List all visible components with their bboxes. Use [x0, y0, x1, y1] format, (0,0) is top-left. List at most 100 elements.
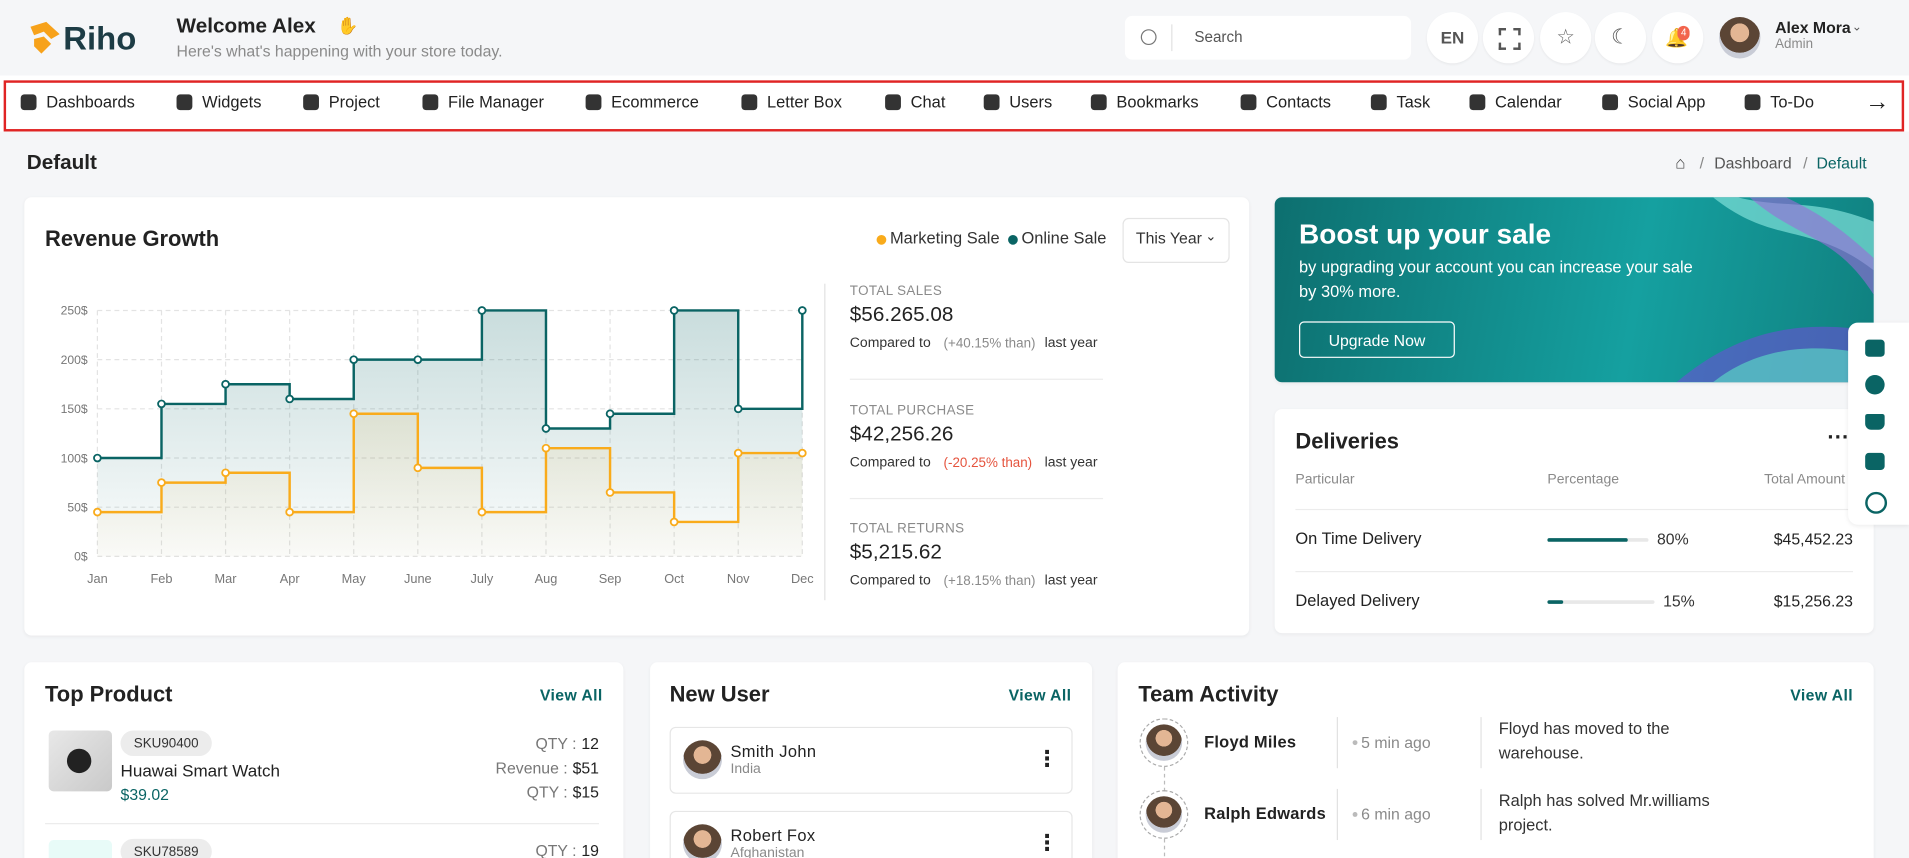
nav-label[interactable]: Social App: [1627, 93, 1706, 112]
user-name[interactable]: Alex Mora: [1775, 18, 1851, 37]
data-point: [349, 409, 359, 419]
language[interactable]: EN: [1440, 27, 1465, 47]
period-caret: ⌄: [1205, 229, 1217, 244]
period-select[interactable]: [1122, 217, 1230, 263]
nav-item[interactable]: To-Do: [1744, 93, 1815, 112]
user-avatar[interactable]: [1719, 17, 1761, 59]
nav-label[interactable]: Calendar: [1495, 93, 1562, 112]
period-label[interactable]: This Year: [1135, 229, 1202, 248]
y-tick-label: 150$: [61, 402, 88, 416]
search-placeholder[interactable]: Search: [1194, 28, 1243, 46]
x-tick-label: Apr: [280, 571, 301, 586]
member-avatar: [1145, 796, 1183, 833]
tool-settings[interactable]: [1865, 374, 1885, 395]
user-menu[interactable]: ⋮: [1036, 746, 1058, 771]
avatar-ring: [1139, 790, 1189, 839]
logo-icon: [30, 21, 60, 54]
x-tick-label: July: [471, 571, 494, 586]
nav-label[interactable]: Bookmarks: [1116, 93, 1199, 112]
view-all-link[interactable]: View All: [1008, 685, 1072, 704]
watch-face: [66, 748, 92, 774]
view-all-link[interactable]: View All: [539, 685, 603, 704]
activity-text: Ralph has solved Mr.williams project.: [1498, 791, 1710, 834]
brand[interactable]: Riho: [63, 20, 137, 57]
revenue-chart: 0$ 50$ 100$ 150$ 200$ 250$ Jan Feb Mar Apr May June…: [61, 304, 815, 586]
stat-label: QTY :: [535, 734, 577, 753]
tool-paint[interactable]: [1865, 339, 1885, 357]
new-user-card: New User View All Smith John India ⋮ Robert…: [650, 662, 1093, 858]
nav-item[interactable]: Task: [1370, 93, 1431, 112]
view-all-link[interactable]: View All: [1790, 685, 1853, 704]
user-name[interactable]: Robert Fox: [730, 826, 816, 845]
user-row[interactable]: [669, 810, 1073, 858]
nav-item[interactable]: Ecommerce: [585, 93, 699, 112]
nav-label[interactable]: Widgets: [202, 93, 262, 112]
user-menu-caret[interactable]: ⌄: [1851, 20, 1862, 35]
moon-icon: ☾: [1611, 25, 1630, 49]
nav-label[interactable]: File Manager: [448, 93, 544, 112]
nav-item[interactable]: Users: [983, 93, 1053, 112]
tool-layout[interactable]: [1865, 452, 1885, 470]
nav-item[interactable]: Chat: [885, 93, 945, 111]
data-point: [477, 306, 487, 315]
user-avatar: [683, 824, 722, 858]
nav-label[interactable]: Contacts: [1266, 93, 1332, 112]
nav-item[interactable]: File Manager: [422, 93, 544, 112]
bookmark-button[interactable]: [1540, 12, 1592, 64]
nav-label[interactable]: Dashboards: [46, 93, 135, 112]
data-point: [477, 507, 487, 517]
language-button[interactable]: [1426, 12, 1479, 64]
fullscreen-button[interactable]: [1482, 12, 1535, 64]
more-menu[interactable]: ···: [1827, 425, 1850, 450]
nav-item[interactable]: Letter Box: [741, 93, 842, 112]
data-point: [157, 399, 166, 409]
data-point: [221, 379, 230, 389]
promo-title: Boost up your sale: [1299, 218, 1552, 250]
series-area: [97, 310, 803, 557]
revenue-card: Revenue Growth Marketing Sale Online Sale…: [24, 197, 1250, 636]
stat-label: Revenue :: [495, 758, 568, 777]
search-box[interactable]: [1124, 15, 1412, 60]
nav-label[interactable]: Chat: [910, 93, 946, 112]
nav-item[interactable]: Dashboards: [20, 93, 135, 112]
nav-label[interactable]: Users: [1009, 93, 1053, 112]
nav-label[interactable]: Project: [328, 93, 380, 112]
tool-support[interactable]: [1865, 491, 1888, 514]
nav-icon: [20, 94, 37, 111]
data-point: [221, 468, 230, 478]
promo-card: Boost up your sale by upgrading your acc…: [1274, 197, 1874, 383]
theme-button[interactable]: [1594, 12, 1647, 64]
nav-item[interactable]: Project: [303, 93, 380, 111]
user-menu[interactable]: ⋮: [1036, 830, 1058, 855]
notification-count: 4: [1677, 25, 1691, 40]
product-divider: [45, 823, 599, 825]
nav-label[interactable]: Ecommerce: [611, 93, 699, 112]
nav-label[interactable]: Letter Box: [767, 93, 842, 112]
user-name[interactable]: Smith John: [730, 742, 817, 761]
nav-label[interactable]: Task: [1396, 93, 1431, 112]
nav-item[interactable]: Widgets: [176, 93, 262, 112]
home-icon[interactable]: ⌂: [1675, 152, 1686, 173]
product-name[interactable]: Huawai Smart Watch: [120, 760, 280, 780]
stat-compare: Compared to: [849, 454, 931, 470]
nav-item[interactable]: Bookmarks: [1090, 93, 1199, 112]
nav-next-arrow[interactable]: →: [1865, 88, 1890, 116]
y-tick-label: 250$: [61, 304, 88, 318]
nav-label[interactable]: To-Do: [1770, 93, 1815, 112]
stat-suffix: last year: [1044, 454, 1098, 470]
upgrade-button[interactable]: Upgrade Now: [1299, 321, 1455, 358]
breadcrumb-item[interactable]: Dashboard: [1714, 153, 1792, 172]
nav-item[interactable]: Calendar: [1469, 93, 1562, 112]
member-name[interactable]: Floyd Miles: [1204, 732, 1297, 752]
data-point: [797, 306, 807, 315]
nav-icon: [1240, 94, 1257, 111]
user-row[interactable]: [669, 726, 1073, 794]
stat-divider: [849, 378, 1104, 380]
nav-item[interactable]: Contacts: [1240, 93, 1332, 112]
nav-icon: [1090, 94, 1107, 111]
legend-marker: [876, 234, 887, 245]
tool-cart[interactable]: [1865, 413, 1885, 430]
nav-item[interactable]: Social App: [1602, 93, 1705, 111]
member-name[interactable]: Ralph Edwards: [1204, 804, 1326, 823]
stat-label: TOTAL SALES: [849, 284, 943, 299]
